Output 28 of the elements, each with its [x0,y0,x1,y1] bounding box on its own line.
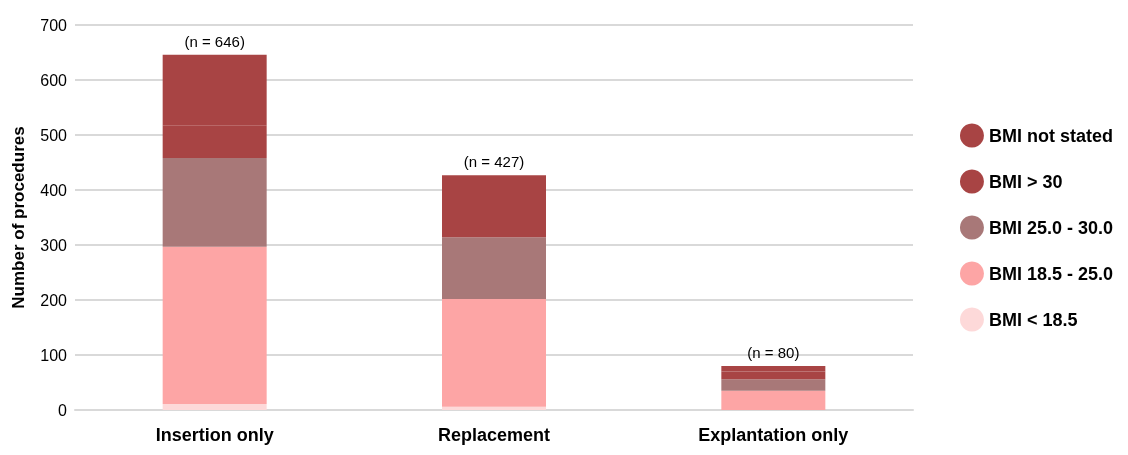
bar [162,403,267,410]
bar [442,406,546,410]
y-tick-label: 300 [40,236,68,254]
bar [162,246,267,404]
legend-label: BMI 25.0 - 30.0 [988,217,1113,238]
bar [721,390,826,410]
legend-label: BMI 18.5 - 25.0 [988,263,1113,284]
y-tick-label: 200 [40,291,68,309]
bar [162,158,267,247]
y-tick-label: 0 [58,401,68,419]
y-tick-label: 600 [40,71,68,89]
legend-label: BMI not stated [988,125,1113,146]
bar [721,379,826,391]
y-axis-title: Number of procedures [9,126,28,309]
total-label: (n = 80) [747,344,800,361]
bar [442,237,546,299]
y-tick-label: 100 [40,346,68,364]
x-tick-label: Replacement [437,425,551,445]
total-label: (n = 646) [184,32,245,50]
y-tick-label: 400 [40,181,68,199]
y-tick-label: 500 [40,126,68,144]
legend-label: BMI < 18.5 [988,309,1078,330]
bar [442,298,546,407]
y-tick-label: 700 [40,16,68,34]
x-tick-label: Explantation only [698,425,849,445]
legend-label: BMI > 30 [988,171,1063,192]
total-label: (n = 427) [463,153,525,171]
x-tick-label: Insertion only [155,425,274,445]
